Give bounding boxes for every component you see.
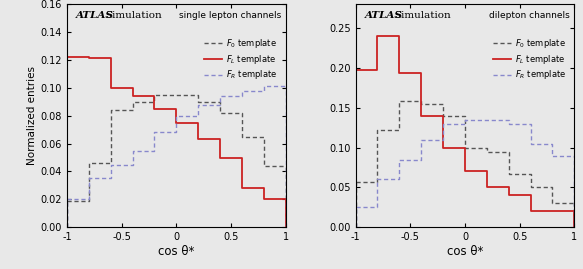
Legend: $F_0$ template, $F_L$ template, $F_R$ template: $F_0$ template, $F_L$ template, $F_R$ te…: [201, 33, 281, 85]
X-axis label: cos θ*: cos θ*: [158, 245, 195, 258]
Text: ATLAS: ATLAS: [76, 11, 114, 20]
Text: ATLAS: ATLAS: [364, 11, 402, 20]
Text: single lepton channels: single lepton channels: [179, 11, 282, 20]
X-axis label: cos θ*: cos θ*: [447, 245, 483, 258]
Y-axis label: Normalized entries: Normalized entries: [26, 66, 37, 165]
Text: dilepton channels: dilepton channels: [489, 11, 570, 20]
Text: Simulation: Simulation: [106, 11, 162, 20]
Text: Simulation: Simulation: [394, 11, 451, 20]
Legend: $F_0$ template, $F_L$ template, $F_R$ template: $F_0$ template, $F_L$ template, $F_R$ te…: [489, 33, 570, 85]
